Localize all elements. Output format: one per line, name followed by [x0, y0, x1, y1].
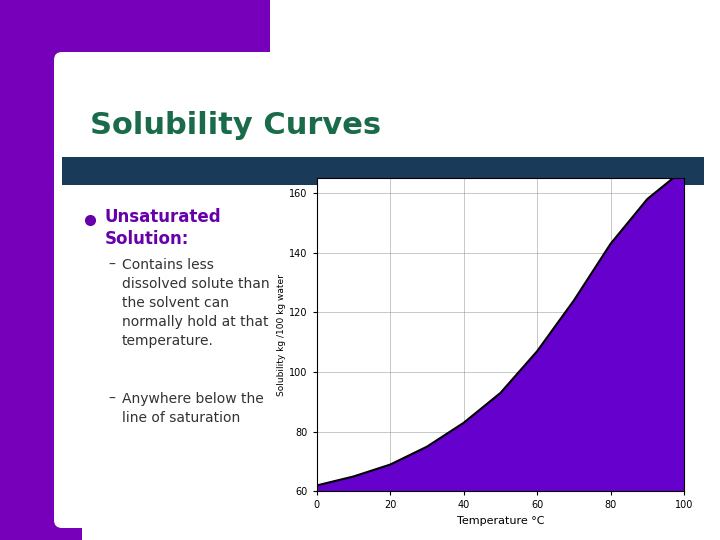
Bar: [0, 140, 82, 540]
FancyBboxPatch shape: [54, 52, 712, 528]
Text: Solubility Curves: Solubility Curves: [90, 111, 381, 140]
Text: –: –: [108, 258, 115, 272]
Bar: [62, 157, 704, 185]
X-axis label: Temperature °C: Temperature °C: [456, 516, 544, 526]
Bar: [0, 0, 270, 140]
Text: Unsaturated
Solution:: Unsaturated Solution:: [105, 208, 222, 248]
Text: –: –: [108, 392, 115, 406]
Text: Anywhere below the
line of saturation: Anywhere below the line of saturation: [122, 392, 264, 425]
Y-axis label: Solubility kg /100 kg water: Solubility kg /100 kg water: [277, 274, 287, 396]
Text: Contains less
dissolved solute than
the solvent can
normally hold at that
temper: Contains less dissolved solute than the …: [122, 258, 269, 348]
